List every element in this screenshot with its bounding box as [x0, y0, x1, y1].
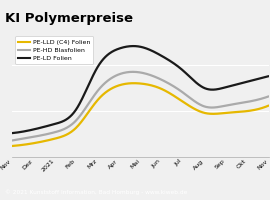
PE-LD Folien: [94, 69, 97, 72]
Text: © 2021 Kunststoff Information, Bad Homburg - www.kiweb.de: © 2021 Kunststoff Information, Bad Hombu…: [5, 189, 187, 195]
PE-LLD (C4) Folien: [41, 140, 45, 143]
PE-LLD (C4) Folien: [173, 95, 176, 97]
Line: PE-HD Blasfolien: PE-HD Blasfolien: [12, 72, 269, 140]
PE-LLD (C4) Folien: [11, 145, 14, 147]
PE-LD Folien: [267, 75, 270, 77]
PE-LD Folien: [173, 62, 176, 65]
PE-HD Blasfolien: [41, 134, 45, 136]
PE-LLD (C4) Folien: [198, 110, 201, 112]
PE-HD Blasfolien: [112, 76, 115, 78]
PE-LLD (C4) Folien: [94, 101, 97, 104]
PE-LLD (C4) Folien: [267, 104, 270, 107]
PE-LD Folien: [41, 126, 45, 128]
PE-LD Folien: [11, 132, 14, 134]
PE-LLD (C4) Folien: [196, 109, 200, 112]
PE-LLD (C4) Folien: [112, 86, 115, 89]
PE-HD Blasfolien: [94, 92, 97, 95]
PE-LD Folien: [131, 45, 135, 47]
PE-HD Blasfolien: [198, 103, 201, 105]
Line: PE-LLD (C4) Folien: PE-LLD (C4) Folien: [12, 83, 269, 146]
PE-HD Blasfolien: [267, 95, 270, 98]
PE-LD Folien: [196, 83, 200, 85]
PE-HD Blasfolien: [11, 139, 14, 142]
Legend: PE-LLD (C4) Folien, PE-HD Blasfolien, PE-LD Folien: PE-LLD (C4) Folien, PE-HD Blasfolien, PE…: [15, 36, 93, 64]
PE-LD Folien: [198, 84, 201, 86]
PE-LLD (C4) Folien: [132, 82, 135, 84]
PE-HD Blasfolien: [131, 71, 135, 73]
PE-LD Folien: [112, 50, 115, 52]
PE-HD Blasfolien: [196, 102, 200, 105]
PE-HD Blasfolien: [173, 85, 176, 88]
Line: PE-LD Folien: PE-LD Folien: [12, 46, 269, 133]
Text: KI Polymerpreise: KI Polymerpreise: [5, 12, 133, 25]
